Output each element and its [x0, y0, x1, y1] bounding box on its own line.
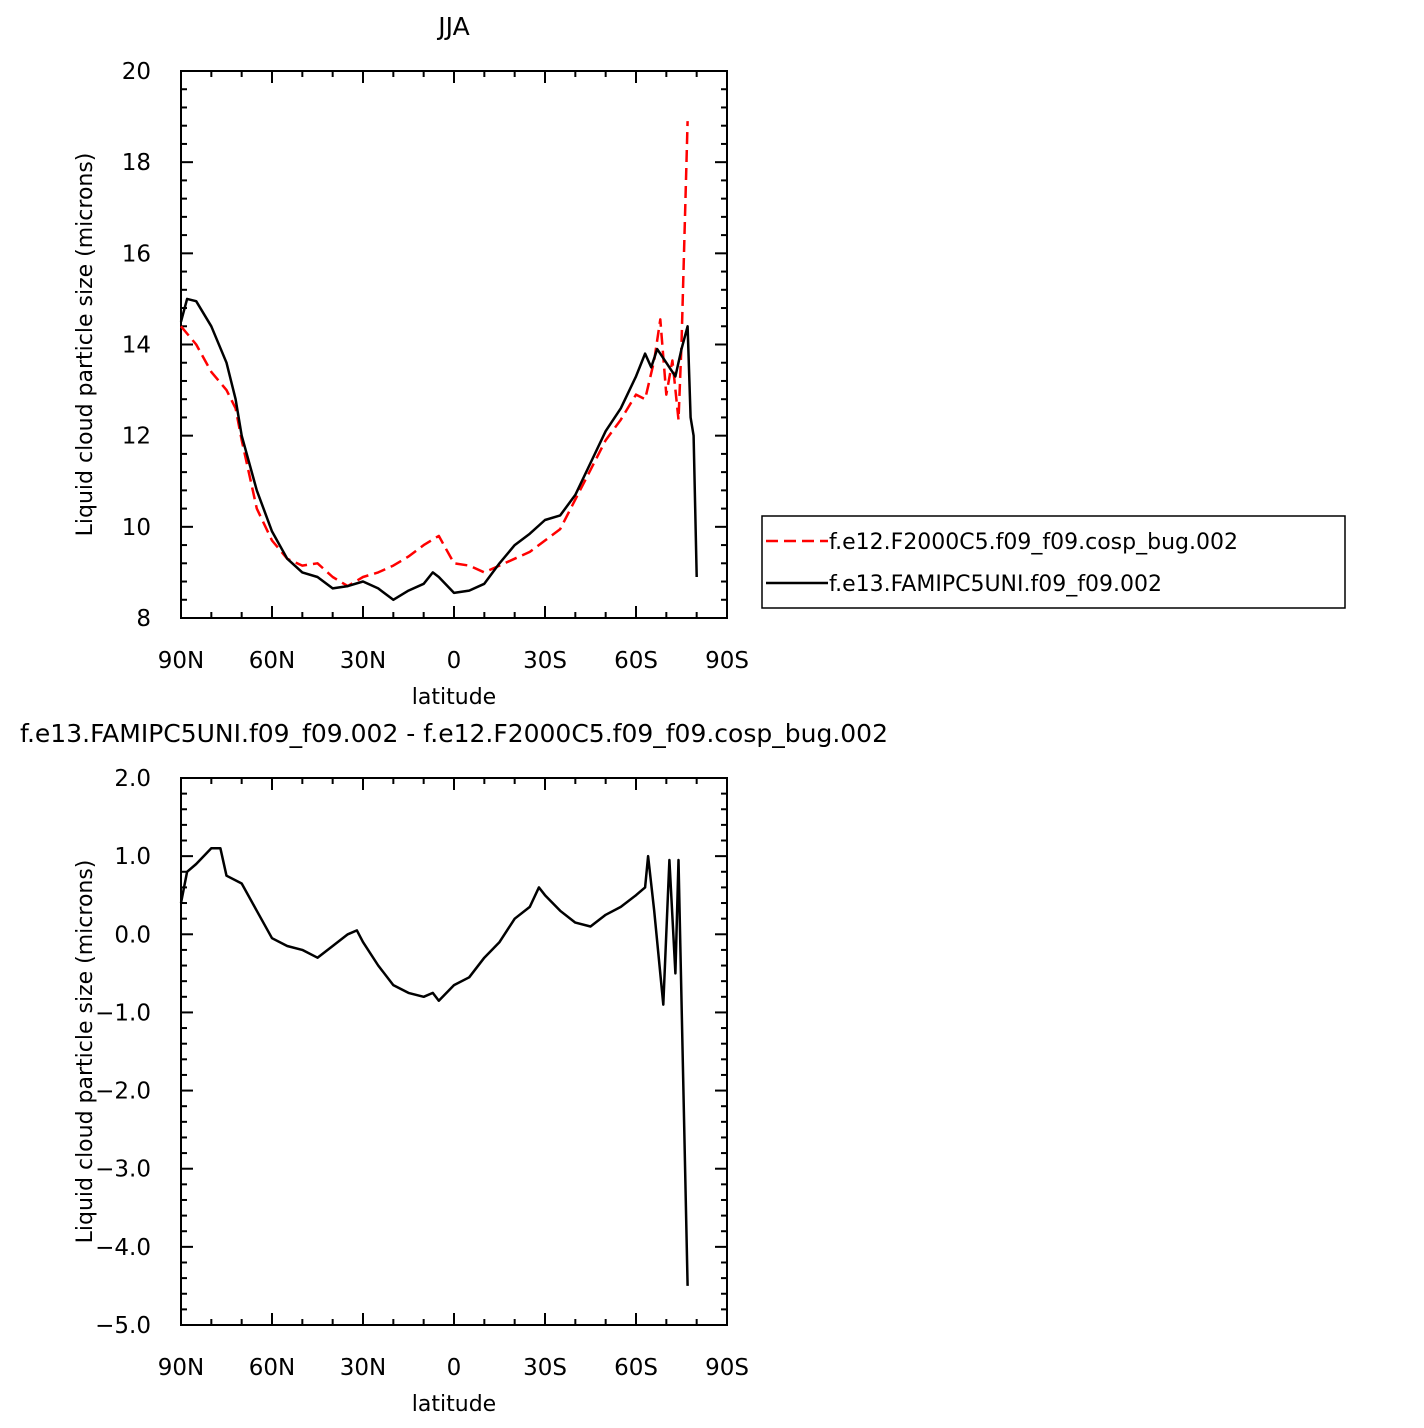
plot-frame [180, 777, 728, 1326]
y-tick-label: −2.0 [95, 1079, 151, 1105]
x-tick-label: 90N [158, 1355, 204, 1381]
x-tick-label: 60N [249, 1355, 295, 1381]
x-tick-label: 90S [705, 1355, 749, 1381]
x-tick-label: 30N [340, 1355, 386, 1381]
y-tick-label: 16 [122, 241, 151, 267]
y-tick-label: −3.0 [95, 1157, 151, 1183]
legend-label: f.e12.F2000C5.f09_f09.cosp_bug.002 [829, 530, 1238, 555]
y-tick-label: 8 [136, 606, 151, 632]
chart-title: f.e13.FAMIPC5UNI.f09_f09.002 - f.e12.F20… [20, 719, 888, 748]
x-axis-label: latitude [412, 1392, 496, 1417]
x-tick-label: 90S [705, 648, 749, 674]
y-axis-label: Liquid cloud particle size (microns) [73, 153, 98, 537]
x-tick-label: 0 [447, 648, 462, 674]
y-tick-label: 10 [122, 515, 151, 541]
plot-frame [180, 70, 728, 619]
y-tick-label: 2.0 [114, 766, 151, 792]
x-tick-label: 30S [523, 1355, 567, 1381]
x-tick-label: 60S [614, 1355, 658, 1381]
y-tick-label: 20 [122, 59, 151, 85]
y-tick-label: −1.0 [95, 1000, 151, 1026]
x-axis-label: latitude [412, 685, 496, 710]
y-tick-label: −4.0 [95, 1235, 151, 1261]
legend-box [761, 515, 1346, 609]
y-tick-label: 18 [122, 150, 151, 176]
y-tick-label: 12 [122, 424, 151, 450]
x-tick-label: 60N [249, 648, 295, 674]
y-axis-label: Liquid cloud particle size (microns) [73, 860, 98, 1244]
series-line [180, 121, 689, 588]
series-line [179, 297, 698, 602]
x-tick-label: 30S [523, 648, 567, 674]
y-tick-label: 1.0 [114, 844, 151, 870]
y-tick-label: 14 [122, 333, 151, 359]
series-line [179, 847, 689, 1286]
chart-title: JJA [436, 12, 469, 41]
x-tick-label: 90N [158, 648, 204, 674]
x-tick-label: 30N [340, 648, 386, 674]
y-tick-label: 0.0 [114, 922, 151, 948]
x-tick-label: 60S [614, 648, 658, 674]
x-tick-label: 0 [447, 1355, 462, 1381]
legend-label: f.e13.FAMIPC5UNI.f09_f09.002 [829, 572, 1162, 597]
y-tick-label: −5.0 [95, 1313, 151, 1339]
